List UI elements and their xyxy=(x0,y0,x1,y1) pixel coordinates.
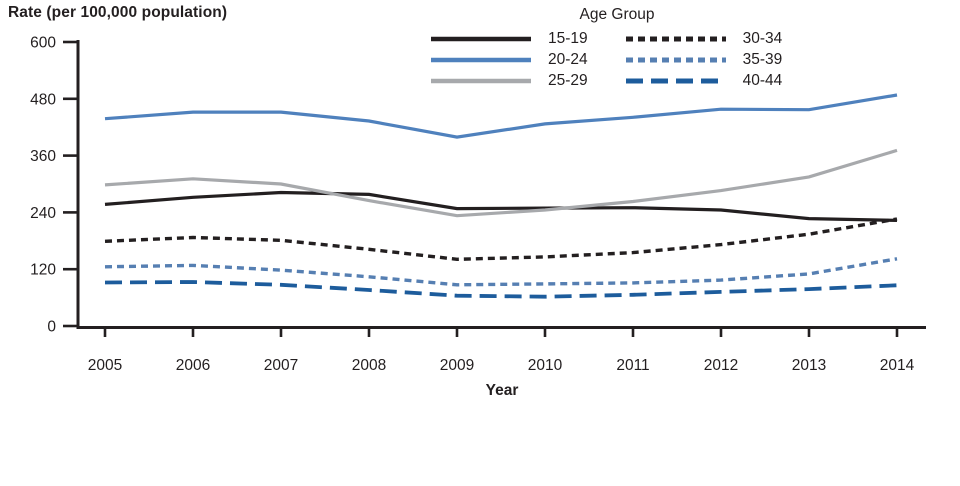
series-line-20-24 xyxy=(104,93,898,139)
legend-label: 40-44 xyxy=(742,72,783,89)
legend-label: 30-34 xyxy=(742,30,783,47)
x-tick-label: 2010 xyxy=(528,357,563,374)
x-tick-label: 2013 xyxy=(792,357,826,374)
legend-column: 15-19 20-24 25-29 xyxy=(431,30,588,90)
x-tick-label: 2007 xyxy=(264,357,298,374)
series-line-35-39 xyxy=(104,257,898,287)
y-axis-title: Rate (per 100,000 population) xyxy=(8,4,228,21)
y-tick-label: 360 xyxy=(30,148,56,165)
legend-label: 35-39 xyxy=(742,51,783,68)
legend-label: 25-29 xyxy=(548,72,588,89)
series-line-15-19 xyxy=(104,190,898,222)
x-tick-label: 2012 xyxy=(704,357,738,374)
legend-column: 30-34 35-39 40-44 xyxy=(625,30,783,90)
x-axis-label: Year xyxy=(485,382,519,399)
line-chart-plot: 0 120 240 360 480 600 2005 2006 2007 2008 2009 2010… xyxy=(30,35,926,374)
y-tick-label: 240 xyxy=(30,205,56,222)
x-tick-label: 2009 xyxy=(440,357,474,374)
legend-title: Age Group xyxy=(579,6,655,23)
x-tick-label: 2005 xyxy=(88,357,122,374)
y-tick-label: 600 xyxy=(30,35,56,52)
series-line-40-44 xyxy=(104,280,898,299)
series-line-30-34 xyxy=(104,217,898,262)
legend: Age Group 15-19 20-24 25-29 30-34 35-39 40-44 xyxy=(431,6,803,90)
y-tick-label: 0 xyxy=(47,319,56,336)
x-tick-label: 2006 xyxy=(176,357,210,374)
line-swatch-icon xyxy=(431,36,531,42)
legend-grid: 15-19 20-24 25-29 30-34 35-39 40-44 xyxy=(431,30,803,90)
legend-item-35-39: 35-39 xyxy=(625,51,783,69)
legend-item-25-29: 25-29 xyxy=(431,72,588,90)
line-swatch-icon xyxy=(625,78,726,84)
line-swatch-icon xyxy=(431,78,531,84)
legend-item-20-24: 20-24 xyxy=(431,51,588,69)
x-tick-label: 2011 xyxy=(616,357,649,374)
x-tick-label: 2014 xyxy=(880,357,915,374)
line-swatch-icon xyxy=(431,57,531,63)
x-tick-label: 2008 xyxy=(352,357,386,374)
line-swatch-icon xyxy=(625,36,726,42)
series-line-25-29 xyxy=(104,148,898,218)
legend-label: 15-19 xyxy=(548,30,588,47)
y-tick-label: 120 xyxy=(30,262,56,279)
legend-label: 20-24 xyxy=(548,51,588,68)
legend-item-15-19: 15-19 xyxy=(431,30,588,48)
legend-item-40-44: 40-44 xyxy=(625,72,783,90)
line-swatch-icon xyxy=(625,57,726,63)
legend-item-30-34: 30-34 xyxy=(625,30,783,48)
y-tick-label: 480 xyxy=(30,91,56,108)
